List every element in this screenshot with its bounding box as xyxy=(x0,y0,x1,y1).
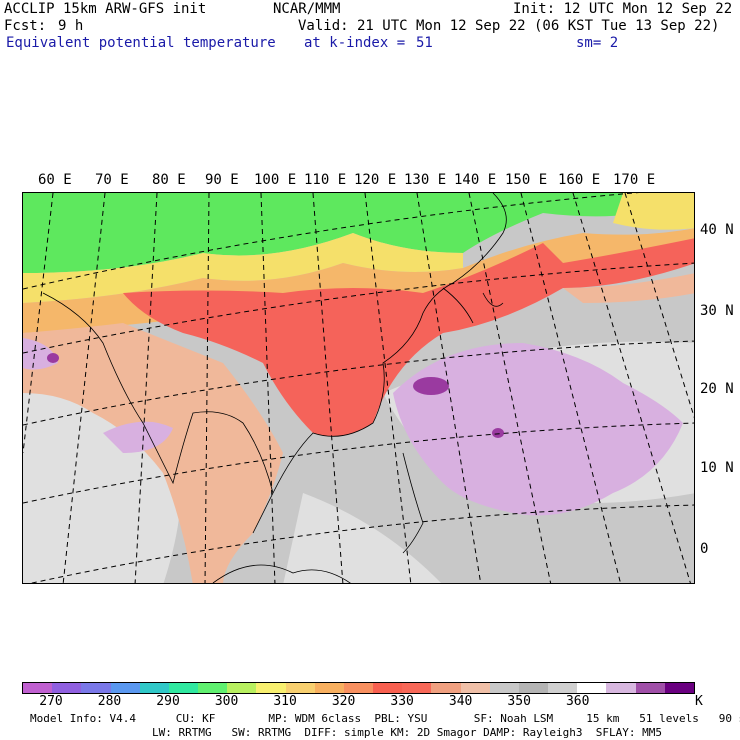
colorbar-swatch xyxy=(373,683,403,693)
tropical-moist-region xyxy=(393,343,683,516)
lon-label: 140 E xyxy=(454,172,497,188)
lon-label: 100 E xyxy=(254,172,297,188)
colorbar-tick-label: 330 xyxy=(390,694,414,709)
valid-time: Valid: 21 UTC Mon 12 Sep 22 (06 KST Tue … xyxy=(298,18,720,34)
theta-e-map xyxy=(22,192,695,584)
colorbar-swatch xyxy=(548,683,578,693)
lon-label: 160 E xyxy=(558,172,601,188)
lon-label: 130 E xyxy=(404,172,447,188)
colorbar-swatch xyxy=(431,683,461,693)
colorbar-swatch xyxy=(139,683,169,693)
coastlines xyxy=(42,193,507,583)
lat-label: 20 N xyxy=(700,381,734,397)
colorbar-swatch xyxy=(81,683,111,693)
colorbar-tick-label: 300 xyxy=(214,694,239,709)
map-canvas xyxy=(23,193,694,583)
lat-label: 10 N xyxy=(700,460,734,476)
colorbar-tick-label: 310 xyxy=(273,694,297,709)
smoothing-label: sm= 2 xyxy=(576,35,619,51)
model-info-line-2: LW: RRTMG SW: RRTMG DIFF: simple KM: 2D … xyxy=(152,726,662,739)
high-theta-e-region xyxy=(123,238,694,437)
lon-label: 110 E xyxy=(304,172,347,188)
model-info-line-1: Model Info: V4.4 CU: KF MP: WDM 6class P… xyxy=(30,712,740,725)
lat-label: 30 N xyxy=(700,303,734,319)
colorbar-unit: K xyxy=(695,694,703,709)
colorbar-swatch xyxy=(343,683,374,693)
lon-label: 80 E xyxy=(152,172,186,188)
ocean-region xyxy=(283,493,442,583)
colorbar-swatch xyxy=(52,683,82,693)
lon-label: 150 E xyxy=(505,172,548,188)
colorbar-swatch xyxy=(577,683,607,693)
colorbar-swatch xyxy=(402,683,432,693)
colorbar xyxy=(22,682,695,694)
colorbar-swatch xyxy=(285,683,315,693)
colorbar-tick-label: 340 xyxy=(448,694,473,709)
colorbar-swatch xyxy=(489,683,519,693)
level-label: at k-index = xyxy=(304,35,406,51)
colorbar-tick-label: 290 xyxy=(156,694,180,709)
colorbar-tick-label: 320 xyxy=(331,694,356,709)
typhoon-core xyxy=(413,377,449,395)
colorbar-swatch xyxy=(664,683,694,693)
init-time: Init: 12 UTC Mon 12 Sep 22 xyxy=(513,1,733,17)
colorbar-tick-label: 350 xyxy=(507,694,531,709)
level-value: 51 xyxy=(416,35,433,51)
field-name: Equivalent potential temperature xyxy=(6,35,276,51)
lon-label: 120 E xyxy=(354,172,397,188)
colorbar-swatch xyxy=(227,683,257,693)
convective-core xyxy=(492,428,504,438)
colorbar-swatch xyxy=(518,683,549,693)
lon-label: 70 E xyxy=(95,172,129,188)
graticule xyxy=(23,193,694,583)
lon-label: 60 E xyxy=(38,172,72,188)
transition-region xyxy=(23,233,463,303)
colorbar-swatch xyxy=(635,683,665,693)
colorbar-swatch xyxy=(23,683,53,693)
forecast-label: Fcst: xyxy=(4,18,47,34)
transition-region xyxy=(613,193,694,230)
colorbar-swatch xyxy=(198,683,228,693)
lat-label: 0 xyxy=(700,541,709,557)
lon-label: 90 E xyxy=(205,172,239,188)
convective-core xyxy=(47,353,59,363)
lat-label: 40 N xyxy=(700,222,734,238)
colorbar-swatch xyxy=(110,683,140,693)
colorbar-swatch xyxy=(460,683,490,693)
center-label: NCAR/MMM xyxy=(273,1,341,17)
colorbar-tick-label: 270 xyxy=(39,694,63,709)
colorbar-tick-label: 280 xyxy=(97,694,122,709)
colorbar-tick-label: 360 xyxy=(565,694,590,709)
land-region xyxy=(563,273,694,303)
model-title: ACCLIP 15km ARW-GFS init xyxy=(4,1,207,17)
tropical-moist-region xyxy=(103,421,173,453)
colorbar-swatch xyxy=(168,683,199,693)
colorbar-swatch xyxy=(256,683,286,693)
lon-label: 170 E xyxy=(613,172,656,188)
colorbar-swatch xyxy=(606,683,636,693)
forecast-hour: 9 h xyxy=(58,18,84,34)
colorbar-swatch xyxy=(314,683,344,693)
